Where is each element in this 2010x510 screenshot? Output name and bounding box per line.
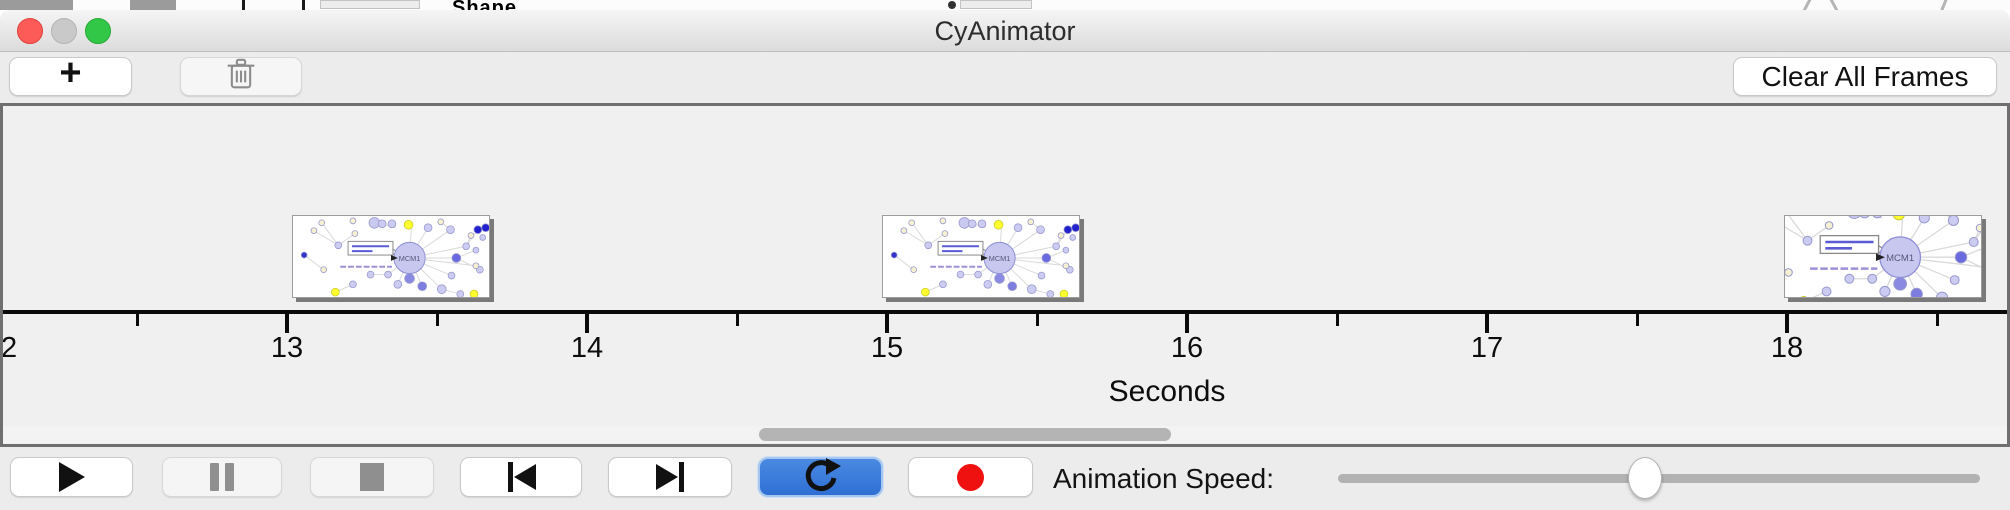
background-app-fragment bbox=[0, 0, 73, 10]
tick-label-partial: 2 bbox=[1, 332, 18, 364]
record-button[interactable] bbox=[908, 457, 1033, 497]
minor-tick bbox=[1336, 314, 1339, 326]
timeline-scrollbar[interactable] bbox=[3, 426, 2007, 443]
tick-label: 16 bbox=[1170, 332, 1204, 364]
major-tick bbox=[1785, 314, 1789, 333]
trash-icon bbox=[226, 56, 256, 97]
close-window-button[interactable] bbox=[17, 18, 43, 44]
zoom-window-button[interactable] bbox=[85, 18, 111, 44]
tick-label: 14 bbox=[570, 332, 604, 364]
title-bar: CyAnimator bbox=[0, 10, 2010, 52]
loop-button[interactable] bbox=[758, 457, 883, 497]
pause-button[interactable] bbox=[162, 457, 282, 497]
minor-tick bbox=[1636, 314, 1639, 326]
minor-tick bbox=[436, 314, 439, 326]
clear-all-frames-label: Clear All Frames bbox=[1761, 60, 1969, 92]
svg-text:MCM1: MCM1 bbox=[399, 254, 421, 263]
tick-label: 17 bbox=[1470, 332, 1504, 364]
background-app-fragment bbox=[130, 0, 176, 10]
background-app-edge bbox=[1800, 0, 1813, 10]
toolbar: + Clear All Frames bbox=[0, 52, 2010, 103]
tick-label: 18 bbox=[1770, 332, 1804, 364]
window-title: CyAnimator bbox=[934, 16, 1076, 46]
add-frame-button[interactable]: + bbox=[9, 52, 132, 96]
clear-all-frames-button[interactable]: Clear All Frames bbox=[1733, 57, 1997, 96]
minor-tick bbox=[1036, 314, 1039, 326]
major-tick bbox=[1485, 314, 1489, 333]
record-icon bbox=[957, 463, 984, 491]
frame-thumbnail[interactable]: MCM1 bbox=[292, 215, 490, 298]
pause-icon bbox=[207, 463, 237, 491]
stop-button[interactable] bbox=[310, 457, 434, 497]
skip-end-icon bbox=[655, 462, 685, 492]
minor-tick bbox=[736, 314, 739, 326]
major-tick bbox=[885, 314, 889, 333]
background-app-fragment bbox=[302, 0, 305, 10]
background-app-edge bbox=[1828, 0, 1841, 10]
background-app-edge bbox=[1938, 0, 1949, 10]
timeline-panel[interactable]: MCM1 bbox=[0, 103, 2010, 447]
background-app-fragment bbox=[320, 0, 420, 9]
axis-unit-label: Seconds bbox=[1108, 375, 1226, 408]
animation-speed-slider-knob[interactable] bbox=[1628, 457, 1662, 499]
background-app-shape-label: Shape bbox=[452, 0, 517, 10]
svg-text:MCM1: MCM1 bbox=[989, 254, 1011, 263]
background-app-fragment bbox=[948, 1, 956, 9]
plus-icon: + bbox=[59, 52, 82, 94]
playback-control-bar: Animation Speed: bbox=[0, 447, 2010, 510]
minor-tick bbox=[136, 314, 139, 326]
minimize-window-button[interactable] bbox=[51, 18, 77, 44]
timeline-axis bbox=[3, 310, 2007, 314]
loop-icon bbox=[801, 457, 841, 497]
frame-thumbnail[interactable]: MCM1 bbox=[1784, 215, 1982, 298]
major-tick bbox=[585, 314, 589, 333]
animation-speed-label: Animation Speed: bbox=[1053, 463, 1275, 494]
play-button[interactable] bbox=[10, 457, 133, 497]
background-app-fragment bbox=[242, 0, 245, 10]
background-app-sliver: Shape bbox=[0, 0, 2010, 10]
tick-label: 15 bbox=[870, 332, 904, 364]
svg-text:MCM1: MCM1 bbox=[1886, 253, 1914, 264]
skip-to-end-button[interactable] bbox=[608, 457, 732, 497]
timeline-scrollbar-thumb[interactable] bbox=[759, 428, 1171, 441]
delete-frame-button[interactable] bbox=[180, 57, 302, 96]
background-app-fragment bbox=[960, 0, 1032, 9]
stop-icon bbox=[360, 463, 384, 491]
play-icon bbox=[58, 462, 85, 492]
minor-tick bbox=[1936, 314, 1939, 326]
skip-start-icon bbox=[507, 462, 536, 492]
dialog-window: CyAnimator + Cl bbox=[0, 10, 2010, 510]
frame-thumbnail[interactable]: MCM1 bbox=[882, 215, 1080, 298]
major-tick bbox=[1185, 314, 1189, 333]
major-tick bbox=[285, 314, 289, 333]
tick-label: 13 bbox=[270, 332, 304, 364]
skip-to-start-button[interactable] bbox=[460, 457, 582, 497]
